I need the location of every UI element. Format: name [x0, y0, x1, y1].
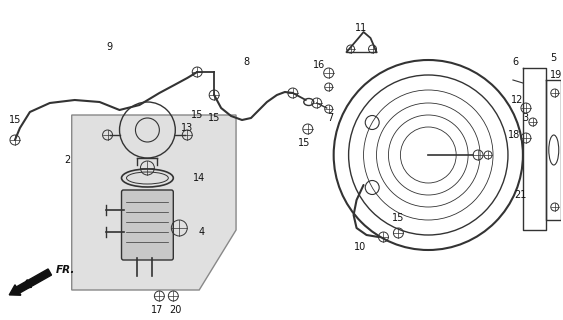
Text: 19: 19 [549, 70, 562, 80]
Text: 15: 15 [298, 138, 310, 148]
Text: 14: 14 [193, 173, 205, 183]
Text: 9: 9 [106, 42, 113, 52]
Text: 3: 3 [522, 113, 528, 123]
Text: 13: 13 [181, 123, 193, 133]
Text: 7: 7 [328, 113, 334, 123]
Text: 21: 21 [515, 190, 527, 200]
Text: 11: 11 [355, 23, 368, 33]
Text: 10: 10 [355, 242, 367, 252]
Text: 6: 6 [513, 57, 519, 67]
Text: 5: 5 [551, 53, 557, 63]
Text: 18: 18 [508, 130, 520, 140]
Text: 2: 2 [65, 155, 71, 165]
Text: 12: 12 [511, 95, 523, 105]
Text: 15: 15 [191, 110, 203, 120]
Text: FR.: FR. [56, 265, 75, 275]
Polygon shape [72, 115, 236, 290]
Text: 4: 4 [198, 227, 204, 237]
Text: 16: 16 [312, 60, 325, 70]
FancyArrow shape [9, 269, 51, 295]
Text: 8: 8 [243, 57, 249, 67]
FancyBboxPatch shape [122, 190, 173, 260]
Text: 20: 20 [169, 305, 181, 315]
Text: 17: 17 [151, 305, 164, 315]
Text: 15: 15 [208, 113, 220, 123]
Text: 15: 15 [9, 115, 21, 125]
Text: 15: 15 [392, 213, 405, 223]
